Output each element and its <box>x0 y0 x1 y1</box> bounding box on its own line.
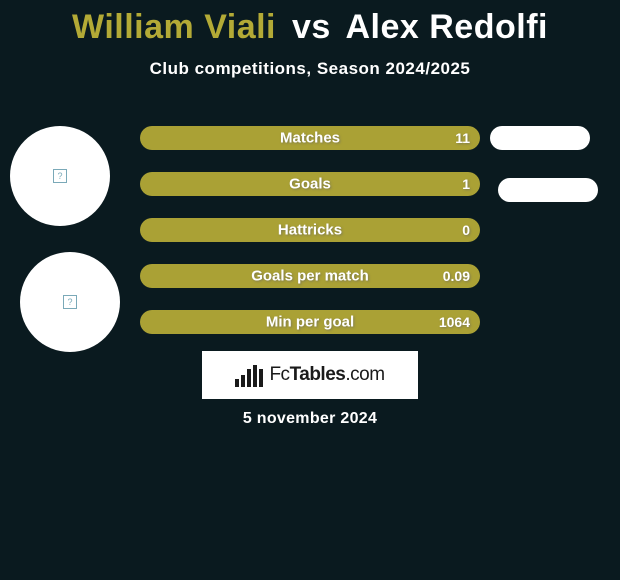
stat-value: 0.09 <box>443 268 470 284</box>
stat-label: Goals <box>289 176 331 193</box>
brand-bold: Tables <box>290 364 346 385</box>
brand-suffix: .com <box>345 364 384 385</box>
stats-bars: Matches 11 Goals 1 Hattricks 0 Goals per match… <box>140 126 480 356</box>
stat-value: 11 <box>455 130 470 146</box>
player2-avatar: ? <box>20 252 120 352</box>
stat-label: Min per goal <box>266 314 354 331</box>
brand-text: FcTables.com <box>269 364 384 386</box>
stat-bar: Goals per match 0.09 <box>140 264 480 288</box>
stat-value: 1064 <box>439 314 470 330</box>
player1-avatar: ? <box>10 126 110 226</box>
side-oval <box>490 126 590 150</box>
player2-name: Alex Redolfi <box>345 8 547 46</box>
stat-bar: Matches 11 <box>140 126 480 150</box>
player1-name: William Viali <box>72 8 276 46</box>
stat-bar: Goals 1 <box>140 172 480 196</box>
date-text: 5 november 2024 <box>0 410 620 428</box>
branding-badge: FcTables.com <box>202 351 418 399</box>
chart-icon <box>235 363 263 387</box>
side-oval <box>498 178 598 202</box>
stat-bar: Min per goal 1064 <box>140 310 480 334</box>
brand-prefix: Fc <box>269 364 289 385</box>
subtitle-text: Club competitions, Season 2024/2025 <box>0 59 620 79</box>
stat-label: Goals per match <box>251 268 369 285</box>
stat-value: 1 <box>462 176 470 192</box>
stat-label: Hattricks <box>278 222 342 239</box>
placeholder-icon: ? <box>53 169 67 183</box>
stat-label: Matches <box>280 130 340 147</box>
stat-value: 0 <box>462 222 470 238</box>
stat-bar: Hattricks 0 <box>140 218 480 242</box>
vs-text: vs <box>292 8 331 46</box>
comparison-title: William Viali vs Alex Redolfi <box>0 0 620 47</box>
placeholder-icon: ? <box>63 295 77 309</box>
